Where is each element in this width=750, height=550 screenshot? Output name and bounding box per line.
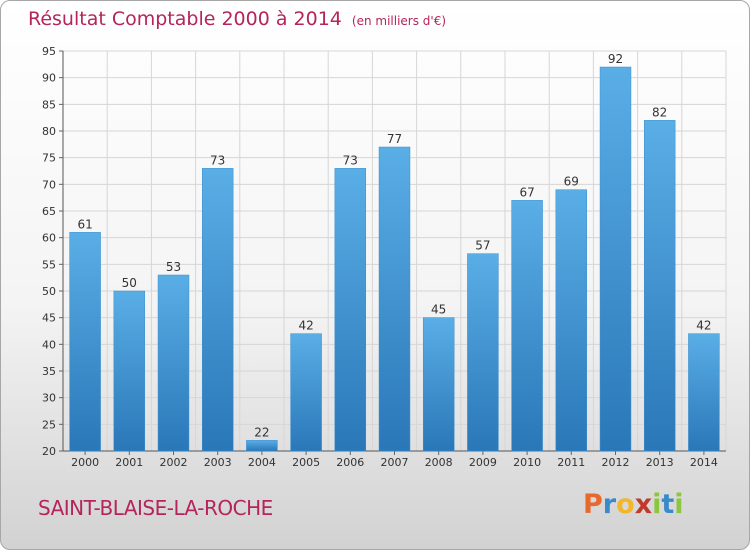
y-tick-label: 60 bbox=[42, 232, 56, 245]
logo-letter: i bbox=[652, 489, 662, 520]
y-tick-label: 40 bbox=[42, 338, 56, 351]
bar-value-label: 50 bbox=[122, 276, 137, 290]
bar-2003 bbox=[201, 168, 234, 452]
y-tick-label: 30 bbox=[42, 392, 56, 405]
bar-value-label: 57 bbox=[475, 239, 490, 253]
bar-value-label: 77 bbox=[387, 132, 402, 146]
bar-2012 bbox=[599, 66, 632, 452]
bar-2011 bbox=[555, 189, 588, 452]
bar-2010 bbox=[511, 200, 543, 452]
logo-letter: t bbox=[661, 489, 675, 520]
x-tick-label: 2006 bbox=[336, 456, 364, 469]
x-tick-label: 2008 bbox=[425, 456, 453, 469]
y-tick-label: 50 bbox=[42, 285, 56, 298]
y-tick-label: 75 bbox=[42, 152, 56, 165]
logo-letter: o bbox=[616, 489, 635, 520]
chart-title-block: Résultat Comptable 2000 à 2014 (en millie… bbox=[28, 8, 446, 30]
y-tick-label: 45 bbox=[42, 312, 56, 325]
logo-letter: P bbox=[583, 489, 603, 520]
x-tick-label: 2002 bbox=[160, 456, 188, 469]
y-tick-label: 85 bbox=[42, 98, 56, 111]
bar-2005 bbox=[290, 333, 322, 452]
bar-value-label: 73 bbox=[210, 153, 225, 167]
y-tick-label: 35 bbox=[42, 365, 56, 378]
x-tick-label: 2004 bbox=[248, 456, 276, 469]
bar-2008 bbox=[422, 317, 455, 452]
bar-2014 bbox=[688, 333, 720, 452]
bar-value-label: 69 bbox=[564, 175, 579, 189]
x-tick-label: 2001 bbox=[115, 456, 143, 469]
bar-2006 bbox=[334, 168, 367, 452]
bar-value-label: 42 bbox=[298, 319, 313, 333]
bar-2009 bbox=[467, 253, 499, 452]
x-tick-label: 2014 bbox=[690, 456, 718, 469]
y-tick-label: 80 bbox=[42, 125, 56, 138]
logo-letter: x bbox=[634, 489, 653, 520]
y-tick-label: 55 bbox=[42, 258, 56, 271]
y-tick-label: 70 bbox=[42, 178, 56, 191]
bar-value-label: 92 bbox=[608, 52, 623, 66]
bar-2013 bbox=[643, 120, 676, 452]
bar-value-label: 67 bbox=[519, 185, 534, 199]
x-tick-label: 2000 bbox=[71, 456, 99, 469]
chart-unit: (en milliers d'€) bbox=[351, 14, 447, 28]
bar-value-label: 22 bbox=[254, 425, 269, 439]
x-tick-label: 2005 bbox=[292, 456, 320, 469]
bar-value-label: 42 bbox=[696, 319, 711, 333]
bar-layer: 61 50 53 73 22 42 73 77 45 57 67 69 92 82 42 bbox=[69, 52, 720, 452]
bar-2004 bbox=[246, 440, 278, 452]
x-tick-label: 2012 bbox=[602, 456, 630, 469]
commune-name: SAINT-BLAISE-LA-ROCHE bbox=[38, 496, 273, 520]
bar-2000 bbox=[69, 232, 101, 452]
y-tick-label: 25 bbox=[42, 418, 56, 431]
bar-2002 bbox=[157, 274, 190, 452]
x-tick-label: 2009 bbox=[469, 456, 497, 469]
y-tick-label: 65 bbox=[42, 205, 56, 218]
y-tick-label: 20 bbox=[42, 445, 56, 458]
bar-value-label: 53 bbox=[166, 260, 181, 274]
y-tick-label: 90 bbox=[42, 72, 56, 85]
bar-2007 bbox=[378, 146, 411, 452]
bar-value-label: 61 bbox=[77, 217, 92, 231]
x-tick-label: 2010 bbox=[513, 456, 541, 469]
logo-letter: r bbox=[602, 489, 617, 520]
bar-value-label: 73 bbox=[343, 153, 358, 167]
x-tick-label: 2003 bbox=[204, 456, 232, 469]
bar-value-label: 45 bbox=[431, 303, 446, 317]
bar-value-label: 82 bbox=[652, 105, 667, 119]
logo-letter: i bbox=[674, 489, 684, 520]
bar-2001 bbox=[113, 290, 146, 452]
proxiti-logo[interactable]: Proxiti bbox=[583, 489, 684, 520]
x-tick-label: 2007 bbox=[381, 456, 409, 469]
y-tick-label: 95 bbox=[42, 45, 56, 58]
chart-title: Résultat Comptable 2000 à 2014 bbox=[28, 8, 342, 30]
x-tick-label: 2013 bbox=[646, 456, 674, 469]
x-tick-label: 2011 bbox=[557, 456, 585, 469]
